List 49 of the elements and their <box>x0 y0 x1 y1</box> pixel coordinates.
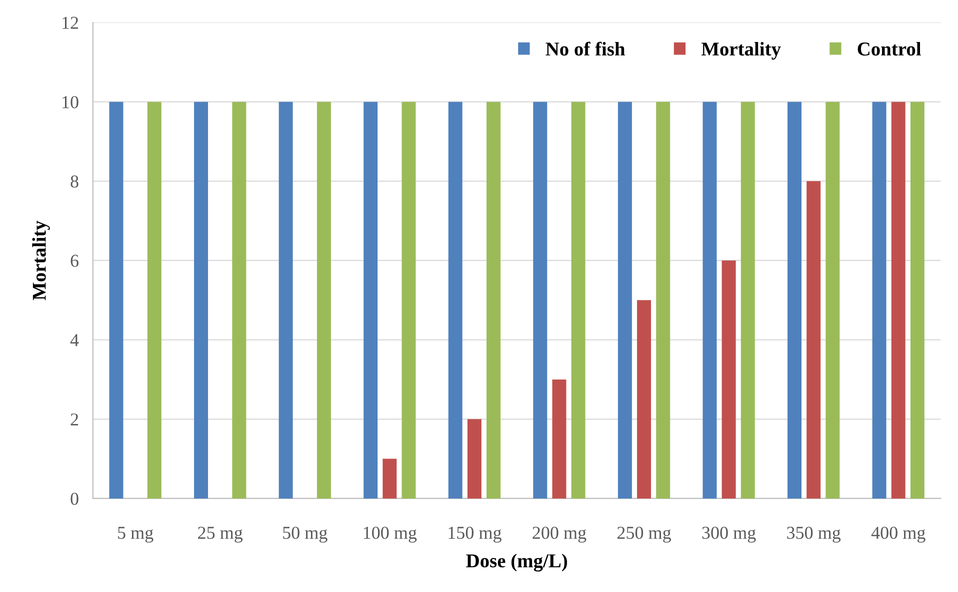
bar <box>891 102 906 498</box>
x-tick-label: 200 mg <box>532 526 586 543</box>
x-tick-label: 300 mg <box>702 526 756 543</box>
y-tick-label: 4 <box>70 334 79 346</box>
x-tick-label: 400 mg <box>871 526 926 543</box>
bar <box>826 102 840 498</box>
y-tick-label: 2 <box>70 413 78 426</box>
bar <box>364 102 378 498</box>
bar <box>552 379 566 498</box>
x-tick-label: 250 mg <box>617 526 672 543</box>
bar <box>637 300 652 498</box>
y-axis-title: Mortality <box>32 220 50 300</box>
y-tick-label: 6 <box>70 254 78 267</box>
bar <box>872 102 886 498</box>
bar <box>910 102 924 498</box>
bar <box>806 181 821 498</box>
bar <box>232 102 246 498</box>
y-tick-label: 8 <box>70 175 78 188</box>
x-tick-label: 50 mg <box>283 526 328 543</box>
bar <box>618 102 632 498</box>
bar <box>278 102 293 498</box>
legend-label: No of fish <box>546 42 625 56</box>
bar <box>533 102 548 498</box>
bar <box>656 102 670 498</box>
bar <box>740 102 755 498</box>
bar <box>571 102 586 498</box>
bar <box>147 102 162 498</box>
bar <box>722 260 736 498</box>
x-tick-label: 150 mg <box>448 526 502 543</box>
legend-label: Mortality <box>701 42 781 60</box>
y-tick-label: 12 <box>62 16 78 29</box>
x-tick-label: 350 mg <box>787 526 841 543</box>
bar <box>702 102 717 498</box>
bar <box>194 102 208 498</box>
y-tick-label: 0 <box>70 492 78 505</box>
y-tick-label: 10 <box>62 96 78 108</box>
bar <box>316 102 331 498</box>
bar <box>788 102 802 498</box>
legend-label: Control <box>858 42 921 56</box>
bar <box>402 102 416 498</box>
x-tick-label: 25 mg <box>198 526 243 543</box>
bar <box>448 102 462 498</box>
x-axis-title: Dose (mg/L) <box>466 554 568 572</box>
x-tick-label: 100 mg <box>364 526 417 543</box>
bar <box>109 102 124 498</box>
bar <box>486 102 501 498</box>
bar <box>382 458 397 498</box>
x-tick-label: 5 mg <box>118 526 154 543</box>
bar <box>467 419 482 498</box>
